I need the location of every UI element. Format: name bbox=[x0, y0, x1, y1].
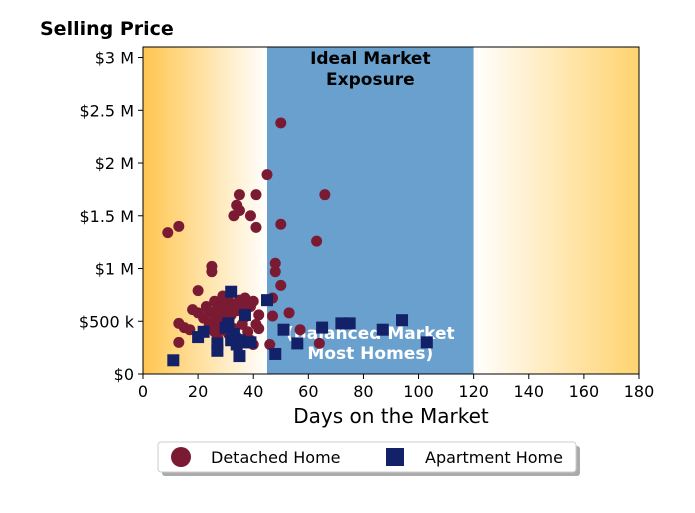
data-point bbox=[396, 314, 409, 327]
data-point bbox=[173, 220, 185, 232]
x-axis-title: Days on the Market bbox=[293, 404, 489, 428]
data-point bbox=[206, 266, 218, 278]
y-tick-label: $500 k bbox=[79, 312, 135, 331]
data-point bbox=[197, 325, 210, 338]
data-point bbox=[167, 354, 180, 367]
legend: Detached Home Apartment Home bbox=[157, 441, 580, 476]
data-point bbox=[239, 292, 251, 304]
data-point bbox=[316, 321, 329, 334]
data-points bbox=[162, 117, 433, 367]
data-point bbox=[376, 323, 389, 336]
data-point bbox=[261, 294, 273, 307]
legend-box bbox=[157, 441, 577, 473]
x-tick-label: 40 bbox=[243, 382, 263, 401]
data-point bbox=[267, 310, 279, 322]
data-point bbox=[244, 210, 256, 222]
data-point bbox=[420, 336, 433, 349]
data-point bbox=[311, 235, 323, 247]
data-point bbox=[264, 338, 276, 350]
zone-band-2 bbox=[473, 47, 639, 374]
legend-label: Detached Home bbox=[211, 448, 341, 467]
data-point bbox=[211, 337, 224, 350]
y-tick-label: $2 M bbox=[95, 154, 134, 173]
data-point bbox=[253, 309, 265, 321]
data-point bbox=[283, 307, 295, 319]
data-point bbox=[192, 285, 204, 297]
data-point bbox=[269, 266, 281, 278]
y-tick-label: $3 M bbox=[95, 49, 134, 68]
x-tick-label: 100 bbox=[403, 382, 434, 401]
data-point bbox=[222, 317, 235, 330]
data-point bbox=[275, 117, 287, 129]
x-tick-label: 20 bbox=[188, 382, 208, 401]
x-tick-label: 80 bbox=[353, 382, 373, 401]
data-point bbox=[247, 295, 259, 307]
x-tick-label: 140 bbox=[514, 382, 545, 401]
data-point bbox=[173, 336, 185, 348]
zone-label: Ideal Market bbox=[310, 49, 431, 69]
data-point bbox=[269, 257, 281, 269]
data-point bbox=[261, 169, 273, 181]
x-tick-label: 120 bbox=[458, 382, 489, 401]
y-tick-label: $1.5 M bbox=[79, 207, 134, 226]
zone-note: Most Homes) bbox=[307, 344, 433, 364]
data-point bbox=[269, 347, 282, 360]
y-tick-label: $0 bbox=[114, 365, 134, 384]
data-point bbox=[225, 285, 238, 298]
data-point bbox=[319, 189, 331, 201]
x-tick-label: 0 bbox=[138, 382, 148, 401]
data-point bbox=[291, 337, 304, 350]
x-tick-label: 180 bbox=[624, 382, 655, 401]
data-point bbox=[343, 317, 356, 330]
zone-note: (Balanced Market bbox=[286, 324, 455, 344]
y-axis: $0 $500 k $1 M $1.5 M $2 M $2.5 M $3 M bbox=[79, 49, 143, 384]
data-point bbox=[244, 336, 257, 349]
plot-frame bbox=[142, 46, 640, 375]
data-point bbox=[238, 308, 251, 321]
data-point bbox=[250, 221, 262, 233]
series-apartment-home bbox=[167, 285, 433, 367]
data-point bbox=[162, 227, 174, 239]
legend-marker-circle bbox=[171, 447, 191, 467]
zone-band-1 bbox=[267, 47, 474, 374]
y-tick-label: $1 M bbox=[95, 260, 134, 279]
data-point bbox=[233, 205, 245, 216]
zone-label: Exposure bbox=[326, 70, 415, 90]
x-tick-label: 160 bbox=[569, 382, 600, 401]
data-point bbox=[233, 350, 246, 363]
y-tick-label: $2.5 M bbox=[79, 101, 134, 120]
data-point bbox=[233, 189, 245, 201]
data-point bbox=[275, 279, 287, 291]
data-point bbox=[250, 189, 262, 201]
x-tick-label: 60 bbox=[298, 382, 318, 401]
data-point bbox=[294, 324, 306, 336]
x-axis: 0 20 40 60 80 100 120 140 160 180 bbox=[138, 374, 654, 401]
data-point bbox=[253, 323, 265, 335]
data-point bbox=[313, 337, 325, 349]
chart-title: Selling Price bbox=[40, 18, 174, 40]
data-point bbox=[275, 218, 287, 230]
legend-label: Apartment Home bbox=[425, 448, 563, 467]
legend-marker-square bbox=[386, 448, 404, 466]
data-point bbox=[277, 323, 290, 336]
